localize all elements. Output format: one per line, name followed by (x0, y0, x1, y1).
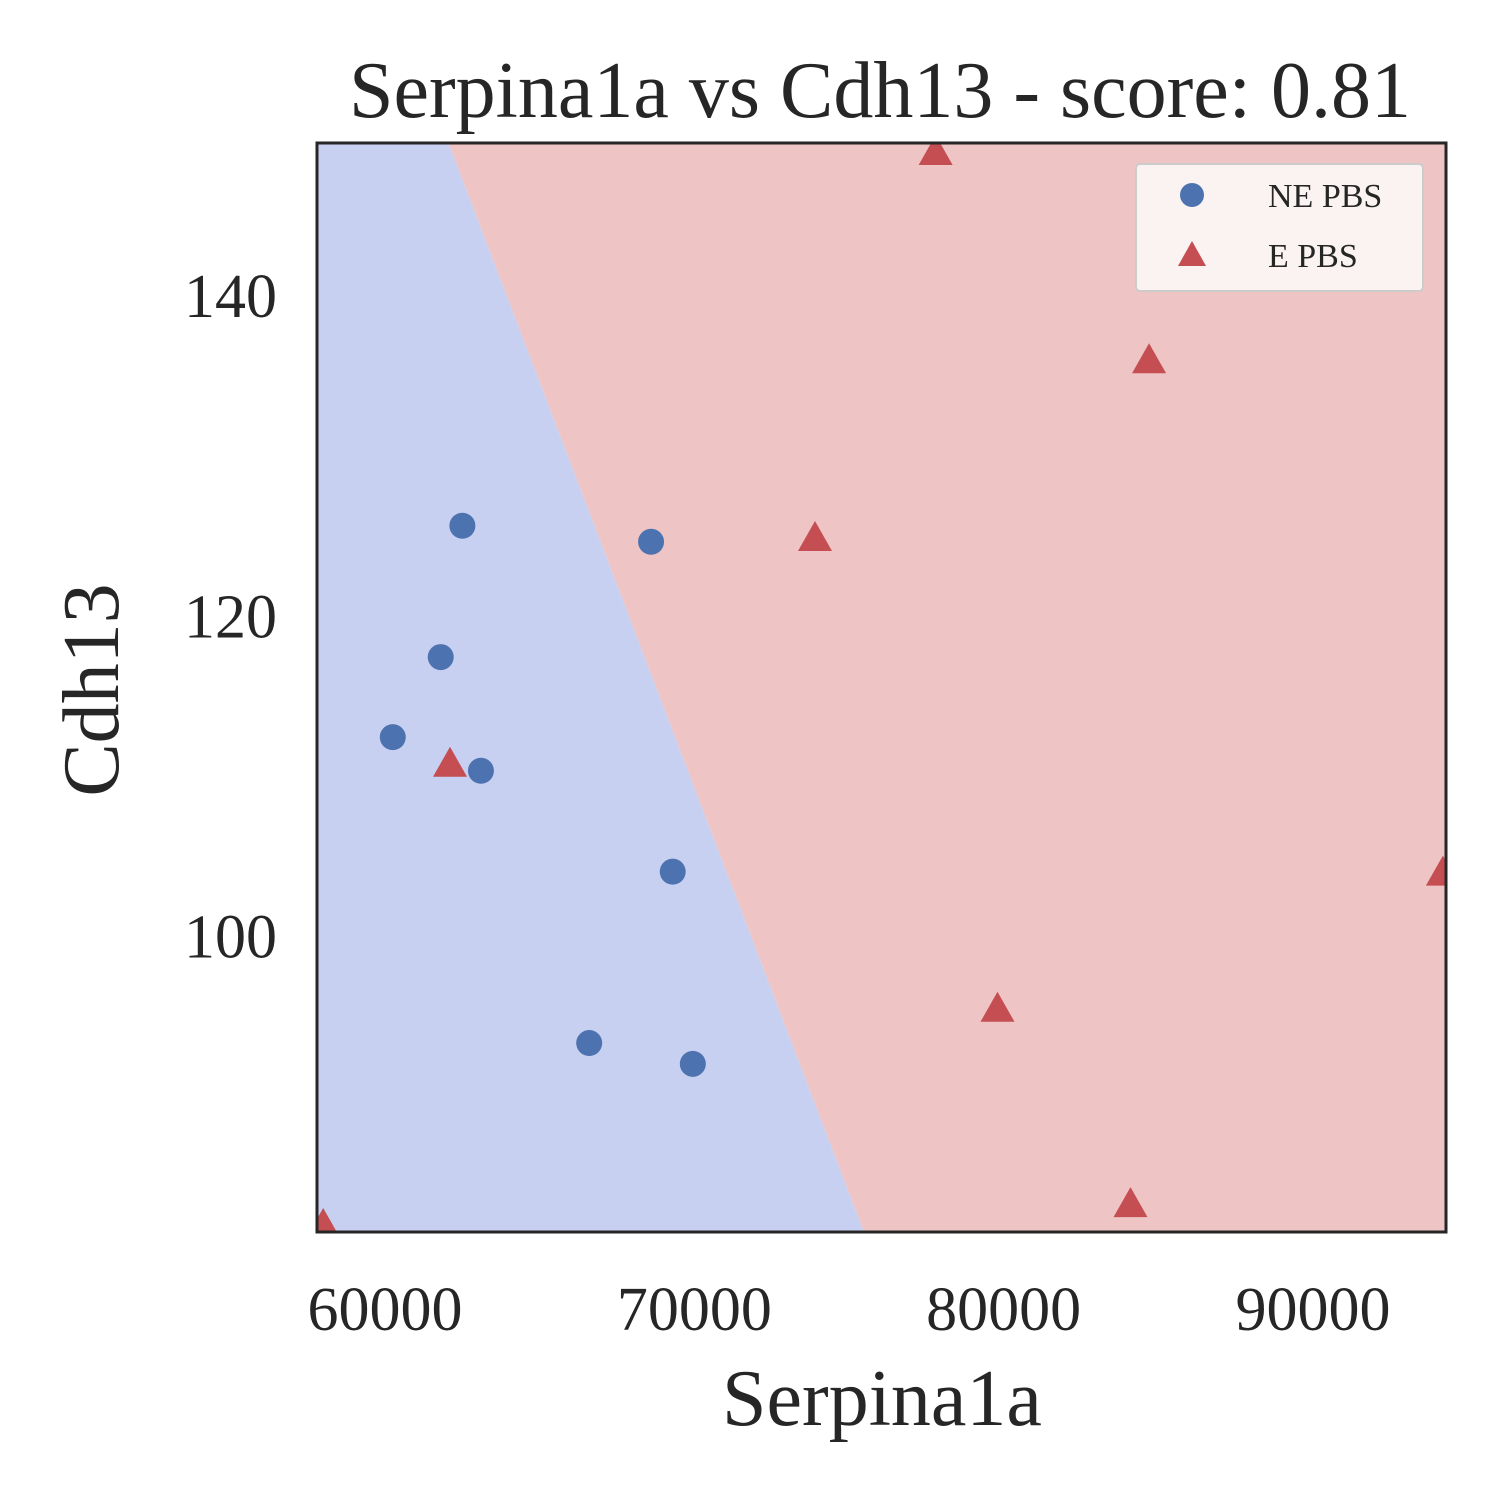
legend-box (1135, 163, 1424, 292)
point-ne-pbs-3 (379, 724, 406, 751)
point-ne-pbs-4 (467, 757, 494, 784)
legend-label-e-pbs: E PBS (1268, 238, 1358, 275)
x-tick-label: 80000 (926, 1276, 1081, 1344)
point-e-pbs-8 (317, 1207, 337, 1232)
point-e-pbs-5 (1425, 855, 1446, 886)
point-e-pbs-6 (980, 991, 1015, 1022)
point-ne-pbs-8 (679, 1050, 706, 1077)
point-e-pbs-7 (1113, 1187, 1148, 1218)
x-tick-label: 70000 (617, 1276, 772, 1344)
y-axis-label: Cdh13 (48, 583, 136, 796)
x-axis-label: Serpina1a (722, 1355, 1042, 1443)
point-ne-pbs-7 (576, 1030, 603, 1057)
plot-area (317, 143, 1446, 1232)
legend-marker-ne-pbs (1180, 183, 1204, 207)
point-e-pbs-1 (918, 143, 953, 166)
y-tick-label: 100 (184, 904, 277, 972)
point-e-pbs-3 (797, 520, 832, 551)
legend-marker-e-pbs (1178, 241, 1206, 266)
points-layer (317, 143, 1446, 1232)
plot-frame (315, 141, 1448, 1234)
x-tick-label: 60000 (308, 1276, 463, 1344)
legend: NE PBS E PBS (1135, 163, 1424, 292)
y-tick-label: 120 (184, 583, 277, 651)
y-tick-labels: 100 120 140 (184, 263, 277, 972)
point-ne-pbs-1 (449, 512, 476, 539)
legend-label-ne-pbs: NE PBS (1268, 178, 1382, 215)
y-tick-label: 140 (184, 263, 277, 331)
x-tick-labels: 60000 70000 80000 90000 (308, 1276, 1391, 1344)
point-e-pbs-4 (433, 746, 468, 777)
point-ne-pbs-2 (427, 644, 454, 671)
point-ne-pbs-5 (638, 528, 665, 555)
region-e-pbs (448, 143, 1446, 1232)
chart-title: Serpina1a vs Cdh13 - score: 0.81 (349, 47, 1411, 135)
x-tick-label: 90000 (1235, 1276, 1390, 1344)
point-e-pbs-2 (1132, 343, 1167, 374)
point-ne-pbs-6 (659, 858, 686, 885)
region-ne-pbs (317, 143, 864, 1232)
